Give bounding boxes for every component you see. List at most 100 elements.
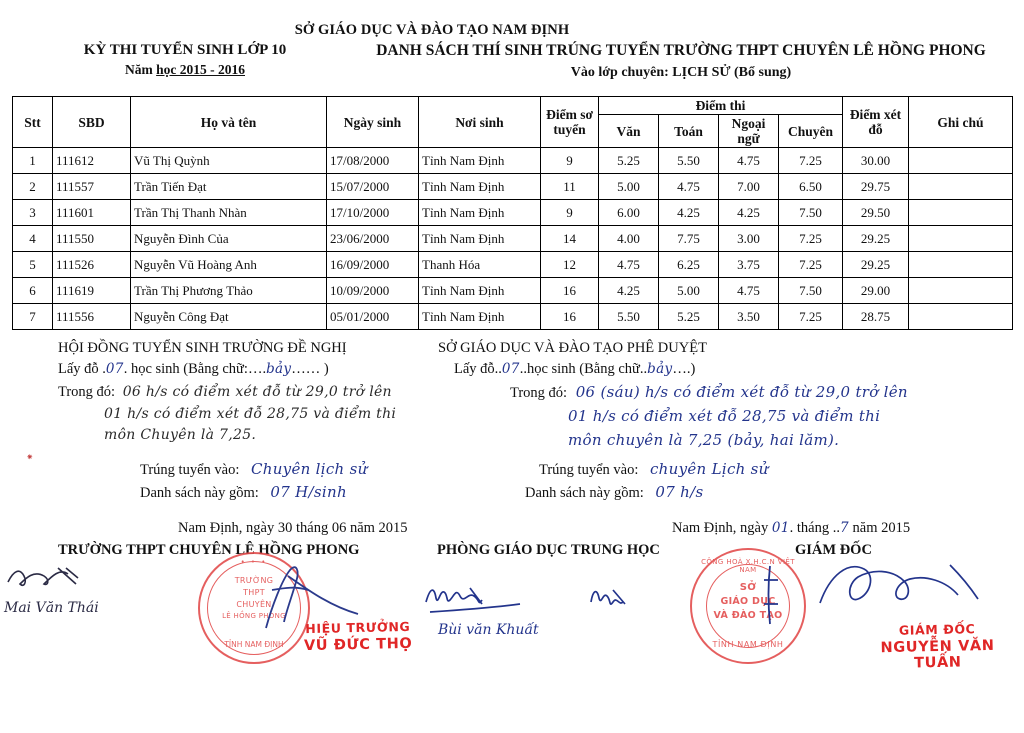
th-note: Ghi chú bbox=[908, 95, 1013, 149]
department-seal-line3: VÀ ĐÀO TẠO bbox=[713, 610, 783, 621]
date-line-left: Nam Định, ngày 30 tháng 06 năm 2015 bbox=[178, 520, 408, 536]
cell-prelim: 9 bbox=[540, 147, 599, 175]
department-seal-stamp: CỘNG HOÀ X.H.C.N VIỆT NAM SỞ GIÁO DỤC VÀ… bbox=[690, 548, 806, 664]
cell-ngoaingu: 3.75 bbox=[718, 251, 779, 279]
cell-chuyen: 7.25 bbox=[778, 251, 843, 279]
cell-prelim: 14 bbox=[540, 225, 599, 253]
department-name: SỞ GIÁO DỤC VÀ ĐÀO TẠO NAM ĐỊNH bbox=[294, 22, 570, 38]
date-right-month: 7 bbox=[840, 520, 849, 536]
approval-right-hand-line3: môn chuyên là 7,25 (bảy, hai lăm). bbox=[568, 430, 840, 449]
cell-name: Trần Thị Phương Thảo bbox=[130, 277, 327, 305]
school-seal-stamp: TRƯỜNG THPT CHUYÊN LÊ HỒNG PHONG TỈNH NA… bbox=[198, 552, 310, 664]
cell-toan: 7.75 bbox=[658, 225, 719, 253]
approval-left-block: HỘI ĐỒNG TUYỂN SINH TRƯỜNG ĐỀ NGHỊ Lấy đ… bbox=[58, 338, 488, 446]
cell-name: Trần Thị Thanh Nhàn bbox=[130, 199, 327, 227]
approval-left-hand-line1: 06 h/s có điểm xét đỗ từ 29,0 trở lên bbox=[122, 384, 392, 401]
signature-stroke-principal bbox=[265, 566, 359, 629]
exam-title: KỲ THI TUYỂN SINH LỚP 10 bbox=[83, 42, 287, 58]
department-seal-arc-top: CỘNG HOÀ X.H.C.N VIỆT NAM bbox=[701, 558, 795, 574]
cell-toan: 4.25 bbox=[658, 199, 719, 227]
list-title: DANH SÁCH THÍ SINH TRÚNG TUYỂN TRƯỜNG TH… bbox=[376, 42, 986, 59]
cell-dob: 15/07/2000 bbox=[326, 173, 419, 201]
date-line-right: Nam Định, ngày 01. tháng ..7 năm 2015 bbox=[672, 520, 910, 537]
admission-left-admitted-label: Trúng tuyển vào: bbox=[140, 462, 240, 478]
cell-van: 4.25 bbox=[598, 277, 659, 305]
signature-stroke-over-seal bbox=[764, 565, 778, 625]
th-dob: Ngày sinh bbox=[326, 95, 419, 149]
approval-left-take-label-c: …… ) bbox=[291, 361, 329, 378]
approval-right-among-line: Trong đó: 06 (sáu) h/s có điểm xét đỗ từ… bbox=[438, 382, 998, 404]
date-right-suffix: năm 2015 bbox=[848, 520, 911, 536]
th-math: Toán bbox=[658, 114, 719, 149]
cell-van: 4.00 bbox=[598, 225, 659, 253]
admission-right-count-value: 07 h/s bbox=[655, 483, 704, 502]
th-foreign-language: Ngoại ngữ bbox=[718, 114, 779, 149]
cell-dob: 17/10/2000 bbox=[326, 199, 419, 227]
date-right-day: 01 bbox=[771, 520, 790, 536]
cell-name: Nguyễn Vũ Hoàng Anh bbox=[130, 251, 327, 279]
school-year-value: học 2015 - 2016 bbox=[156, 62, 245, 77]
th-prelim-score: Điểm sơ tuyển bbox=[540, 95, 599, 149]
approval-right-take-label-c: ….) bbox=[672, 361, 696, 378]
cell-total: 29.75 bbox=[842, 173, 909, 201]
cell-stt: 4 bbox=[12, 225, 53, 253]
admission-left-block: Trúng tuyển vào: Chuyên lịch sử Danh sác… bbox=[140, 458, 368, 505]
department-seal-line1: SỞ bbox=[739, 582, 757, 593]
cell-note bbox=[908, 173, 1013, 201]
cell-birthplace: Tỉnh Nam Định bbox=[418, 303, 541, 331]
cell-toan: 4.75 bbox=[658, 173, 719, 201]
cell-sbd: 111557 bbox=[52, 173, 131, 201]
cell-birthplace: Tỉnh Nam Định bbox=[418, 277, 541, 305]
candidates-table-wrapper: Stt SBD Họ và tên Ngày sinh Nơi sinh Điể… bbox=[12, 95, 1013, 331]
admission-left-count-label: Danh sách này gồm: bbox=[140, 485, 259, 502]
cell-stt: 5 bbox=[12, 251, 53, 279]
approval-right-take-value: 07 bbox=[501, 361, 520, 378]
cell-total: 29.25 bbox=[842, 251, 909, 279]
cell-sbd: 111526 bbox=[52, 251, 131, 279]
th-birthplace: Nơi sinh bbox=[418, 95, 541, 149]
approval-right-count-line: Lấy đỗ..07..học sinh (Bằng chữ..bảy….) bbox=[438, 359, 998, 380]
school-year: Năm học 2015 - 2016 bbox=[20, 62, 350, 78]
admission-right-admitted-line: Trúng tuyển vào: chuyên Lịch sử bbox=[525, 458, 769, 481]
cell-birthplace: Tỉnh Nam Định bbox=[418, 199, 541, 227]
date-right-mid: . tháng .. bbox=[789, 520, 840, 536]
cell-sbd: 111556 bbox=[52, 303, 131, 331]
table-header-row-1: Stt SBD Họ và tên Ngày sinh Nơi sinh Điể… bbox=[12, 95, 1013, 149]
approval-left-among-label: Trong đó: bbox=[58, 384, 116, 401]
director-name: NGUYỄN VĂN TUẤN bbox=[880, 637, 995, 672]
admission-left-admitted-line: Trúng tuyển vào: Chuyên lịch sử bbox=[140, 458, 368, 481]
school-seal-line2: THPT bbox=[243, 588, 265, 597]
cell-total: 29.50 bbox=[842, 199, 909, 227]
department-seal-arc-bottom: TỈNH NAM ĐỊNH bbox=[712, 640, 784, 649]
table-row: 2 111557 Trần Tiến Đạt 15/07/2000 Tỉnh N… bbox=[12, 173, 1013, 201]
cell-birthplace: Tỉnh Nam Định bbox=[418, 225, 541, 253]
table-row: 5 111526 Nguyễn Vũ Hoàng Anh 16/09/2000 … bbox=[12, 251, 1013, 279]
candidates-table: Stt SBD Họ và tên Ngày sinh Nơi sinh Điể… bbox=[12, 95, 1013, 331]
department-seal-line2: GIÁO DỤC bbox=[720, 596, 776, 607]
cell-total: 29.00 bbox=[842, 277, 909, 305]
signature-stroke-left bbox=[7, 567, 79, 587]
cell-stt: 7 bbox=[12, 303, 53, 331]
approval-left-take-label-a: Lấy đỗ . bbox=[58, 361, 106, 378]
admission-right-block: Trúng tuyển vào: chuyên Lịch sử Danh sác… bbox=[525, 458, 769, 505]
signature-stroke-deputy bbox=[590, 589, 626, 606]
cell-dob: 16/09/2000 bbox=[326, 251, 419, 279]
th-name: Họ và tên bbox=[130, 95, 327, 149]
cell-dob: 10/09/2000 bbox=[326, 277, 419, 305]
cell-stt: 1 bbox=[12, 147, 53, 175]
cell-toan: 5.25 bbox=[658, 303, 719, 331]
admission-left-count-value: 07 H/sinh bbox=[270, 483, 347, 502]
cell-stt: 3 bbox=[12, 199, 53, 227]
header-left-column: KỲ THI TUYỂN SINH LỚP 10 Năm học 2015 - … bbox=[0, 42, 350, 78]
signature-title-school: TRƯỜNG THPT CHUYÊN LÊ HỒNG PHONG bbox=[58, 542, 360, 558]
subject-line: Vào lớp chuyên: LỊCH SỬ (Bổ sung) bbox=[570, 65, 792, 80]
table-row: 7 111556 Nguyễn Công Đạt 05/01/2000 Tỉnh… bbox=[12, 303, 1013, 331]
approval-right-hand-line2: 01 h/s có điểm xét đỗ 28,75 và điểm thi bbox=[568, 407, 881, 426]
admission-right-count-line: Danh sách này gồm: 07 h/s bbox=[525, 481, 769, 504]
approval-right-among-label: Trong đó: bbox=[510, 385, 568, 402]
signature-stroke-middle bbox=[425, 587, 521, 613]
approval-left-take-label-b: . học sinh (Bằng chữ:…. bbox=[123, 361, 267, 378]
cell-note bbox=[908, 303, 1013, 331]
cell-chuyen: 7.25 bbox=[778, 225, 843, 253]
cell-ngoaingu: 3.00 bbox=[718, 225, 779, 253]
